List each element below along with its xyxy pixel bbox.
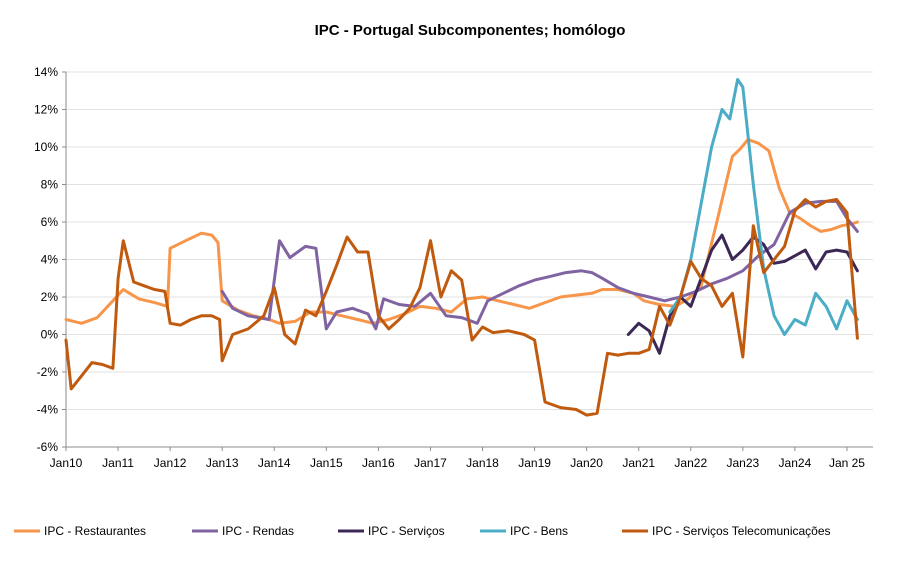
y-tick-label: 0% [41,328,59,342]
axes [62,71,873,451]
legend-item: IPC - Serviços [338,524,445,538]
legend-label: IPC - Serviços Telecomunicações [652,524,831,538]
x-tick-label: Jan12 [154,456,187,470]
x-tick-label: Jan 25 [829,456,865,470]
y-tick-label: -2% [37,365,59,379]
legend-label: IPC - Bens [510,524,568,538]
x-tick-label: Jan16 [362,456,395,470]
legend-item: IPC - Restaurantes [14,524,146,538]
grid-lines [66,71,873,448]
legend-item: IPC - Rendas [192,524,294,538]
x-tick-label: Jan18 [466,456,499,470]
x-tick-label: Jan17 [414,456,447,470]
legend: IPC - Restaurantes IPC - Rendas IPC - Serv… [14,524,831,538]
legend-label: IPC - Serviços [368,524,445,538]
series-line-4 [668,78,859,336]
y-tick-labels: -6% -4% -2% 0% 2% 4% 6% 8% 10% 12% 14% [34,65,58,454]
y-tick-label: 12% [34,103,58,117]
legend-item: IPC - Serviços Telecomunicações [622,524,831,538]
y-tick-label: 4% [41,253,59,267]
y-tick-label: -6% [37,440,59,454]
series-line-1 [64,138,859,325]
x-tick-label: Jan22 [674,456,707,470]
legend-label: IPC - Restaurantes [44,524,146,538]
y-tick-label: 2% [41,290,59,304]
y-tick-label: 14% [34,65,58,79]
legend-item: IPC - Bens [480,524,568,538]
y-tick-label: 6% [41,215,59,229]
x-tick-label: Jan21 [622,456,655,470]
y-tick-label: -4% [37,403,59,417]
series-lines [64,78,859,417]
x-tick-labels: Jan10 Jan11 Jan12 Jan13 Jan14 Jan15 Jan16 Jan17… [50,456,866,470]
chart-title: IPC - Portugal Subcomponentes; homólogo [315,22,626,39]
x-tick-label: Jan14 [258,456,291,470]
legend-label: IPC - Rendas [222,524,294,538]
x-tick-label: Jan24 [779,456,812,470]
x-tick-label: Jan13 [206,456,239,470]
x-tick-label: Jan15 [310,456,343,470]
x-tick-label: Jan10 [50,456,83,470]
x-tick-label: Jan11 [102,456,134,470]
series-line-3 [626,233,859,355]
x-tick-label: Jan20 [570,456,603,470]
x-tick-label: Jan19 [518,456,551,470]
y-tick-label: 10% [34,140,58,154]
series-line-5 [64,198,859,417]
y-tick-label: 8% [41,178,59,192]
x-tick-label: Jan23 [726,456,759,470]
